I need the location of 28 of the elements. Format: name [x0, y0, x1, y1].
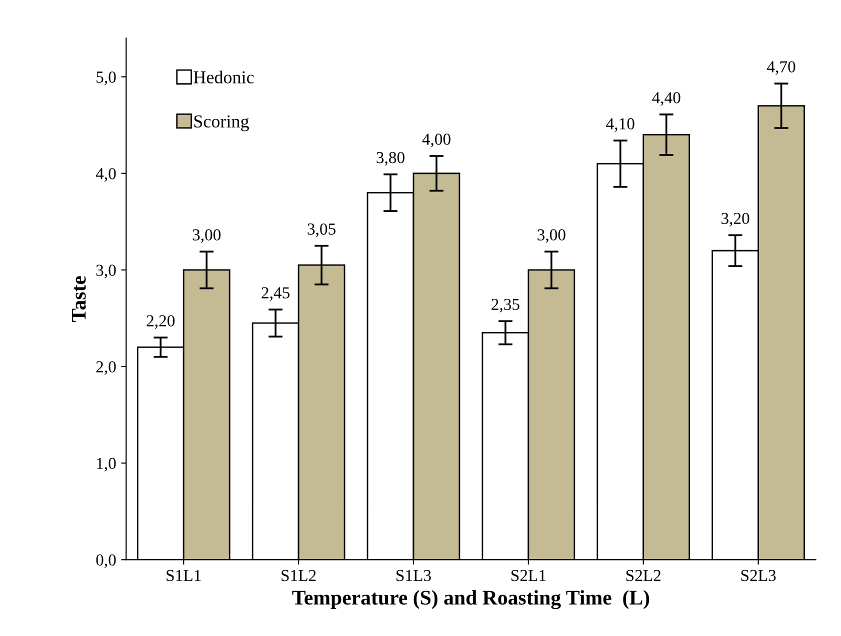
data-label: 2,20 — [146, 315, 175, 329]
y-tick-label: 5,0 — [96, 71, 116, 86]
x-tick-label: S1L3 — [396, 570, 431, 582]
y-tick-label: 0,0 — [96, 554, 116, 568]
x-tick-label: S1L2 — [282, 570, 316, 582]
y-tick-label: 2,0 — [96, 361, 116, 375]
data-label: 4,00 — [422, 134, 450, 148]
data-label: 3,20 — [722, 212, 750, 226]
data-label: 2,35 — [492, 298, 520, 312]
y-tick-label: 3,0 — [96, 264, 116, 278]
y-tick-label: 4,0 — [96, 168, 116, 182]
data-label: 4,70 — [767, 61, 796, 75]
data-label: 4,40 — [652, 92, 680, 106]
x-tick-label: S1L1 — [166, 570, 201, 582]
y-axis-title: Taste — [72, 276, 86, 322]
x-axis-title: Temperature (S) and Roasting Time (L) — [292, 590, 650, 610]
data-label: 3,00 — [538, 229, 566, 243]
data-label: 4,10 — [606, 118, 634, 132]
x-tick-label: S2L2 — [626, 570, 661, 582]
y-tick-label: 1,0 — [97, 458, 116, 472]
legend-label: Hedonic — [194, 70, 254, 84]
x-tick-label: S2L3 — [741, 570, 776, 582]
data-label: 3,05 — [308, 223, 336, 238]
legend-label: Scoring — [194, 115, 249, 132]
data-label: 3,80 — [376, 152, 404, 166]
data-label: 2,45 — [262, 287, 290, 301]
x-tick-label: S2L1 — [511, 570, 546, 582]
data-label: 3,00 — [192, 229, 221, 243]
